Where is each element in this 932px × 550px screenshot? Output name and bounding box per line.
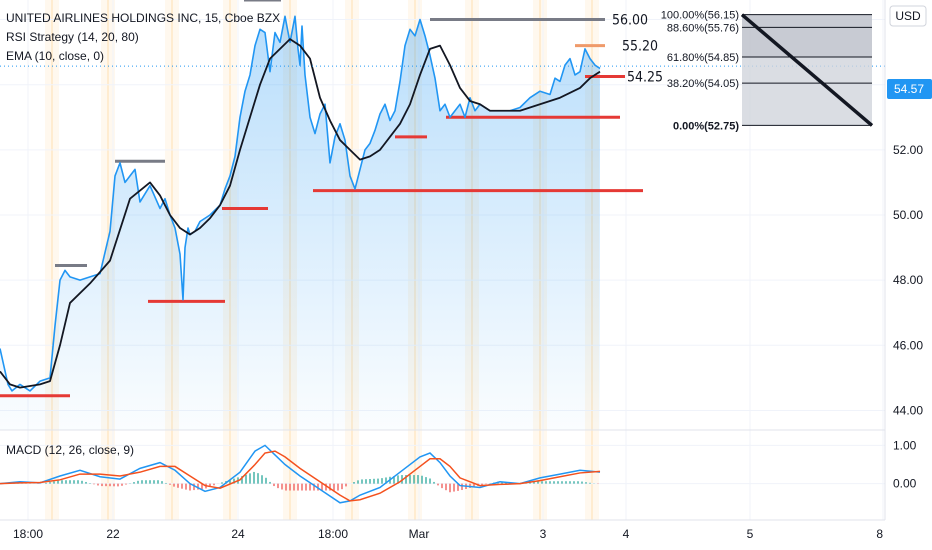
x-tick-label: 18:00 — [13, 527, 43, 541]
x-tick-label: Mar — [409, 527, 430, 541]
fib-level-label: 88.60%(55.76) — [667, 22, 739, 34]
macd-line — [0, 444, 601, 504]
series-lines — [0, 15, 885, 392]
level-lines[interactable]: 56.00 55.20 54.25 — [0, 0, 663, 398]
macd-y-tick-label: 0.00 — [893, 477, 917, 491]
last-price-tag — [887, 79, 932, 99]
rsi-legend[interactable]: RSI Strategy (14, 20, 80) — [6, 30, 139, 44]
ema-legend[interactable]: EMA (10, close, 0) — [6, 49, 104, 63]
level-label: 55.20 — [622, 39, 658, 55]
level-label: 56.00 — [612, 13, 648, 29]
x-tick-label: 18:00 — [318, 527, 348, 541]
x-tick-label: 5 — [747, 527, 754, 541]
fibonacci-retracement[interactable]: 100.00%(56.15)88.60%(55.76) 61.80%(54.85)… — [661, 10, 874, 133]
currency-badge[interactable] — [889, 5, 927, 27]
macd-legend[interactable]: MACD (12, 26, close, 9) — [6, 443, 134, 457]
x-tick-label: 22 — [106, 527, 120, 541]
currency-badge-label: USD — [895, 9, 921, 23]
y-tick-label: 50.00 — [893, 208, 923, 222]
time-axis[interactable]: 18:00 22 24 18:00 Mar 3 4 5 8 — [13, 527, 883, 541]
fib-level-label: 38.20%(54.05) — [667, 78, 739, 90]
macd-signal-line — [0, 450, 601, 502]
price-area — [0, 16, 600, 431]
fib-trendline — [740, 13, 874, 127]
x-tick-label: 8 — [876, 527, 883, 541]
y-tick-label: 48.00 — [893, 273, 923, 287]
y-tick-label: 44.00 — [893, 403, 923, 417]
y-tick-label: 46.00 — [893, 338, 923, 352]
ema-line — [0, 38, 601, 389]
x-tick-label: 4 — [623, 527, 630, 541]
last-price-label: 54.57 — [894, 82, 924, 96]
macd-pane: 1.00 0.00 — [0, 438, 917, 504]
fib-level-label: 100.00%(56.15) — [661, 10, 739, 22]
fib-level-label: 0.00%(52.75) — [673, 120, 739, 132]
price-area-fill — [0, 16, 600, 431]
x-tick-label: 24 — [231, 527, 245, 541]
fib-level-label: 61.80%(54.85) — [667, 52, 739, 64]
y-tick-label: 52.00 — [893, 143, 923, 157]
level-label: 54.25 — [627, 70, 663, 86]
chart-title: UNITED AIRLINES HOLDINGS INC, 15, Cboe B… — [6, 11, 280, 25]
x-tick-label: 3 — [540, 527, 547, 541]
fib-zone-upper — [742, 14, 872, 58]
macd-y-tick-label: 1.00 — [893, 438, 917, 452]
